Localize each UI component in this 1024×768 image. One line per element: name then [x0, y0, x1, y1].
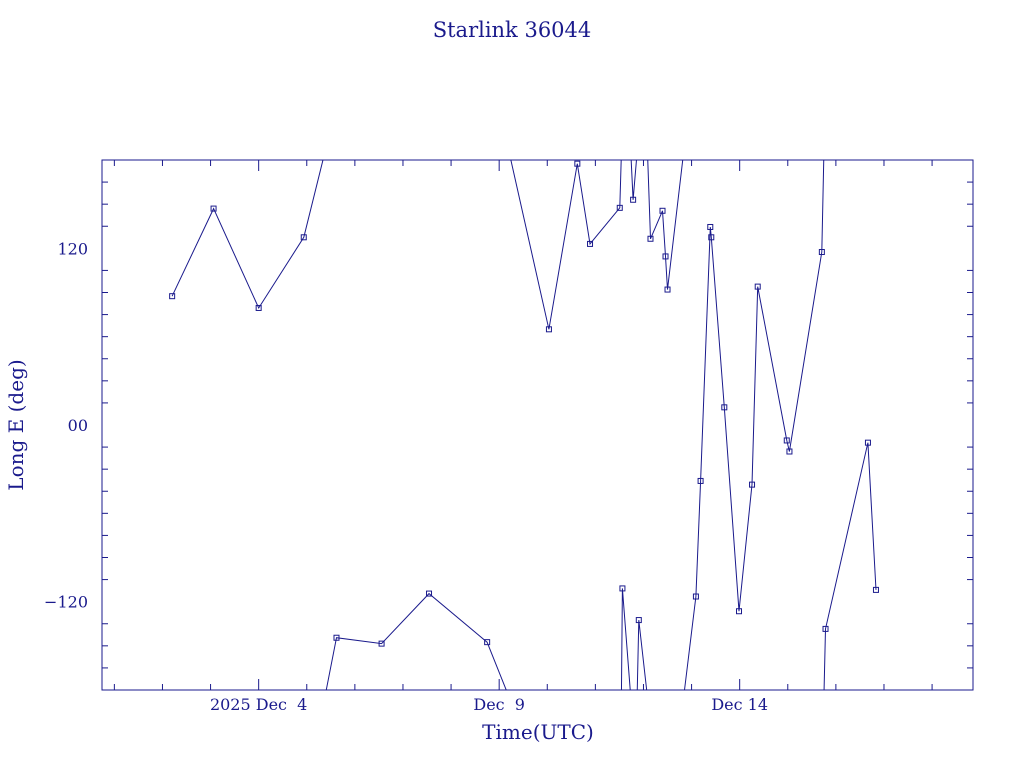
data-point: [783, 437, 790, 444]
data-point: [616, 204, 623, 211]
data-point: [574, 160, 581, 167]
data-point: [484, 639, 491, 646]
data-point: [749, 481, 756, 488]
series-line: [325, 592, 507, 690]
data-point: [664, 286, 671, 293]
data-point: [659, 207, 666, 214]
y-tick-label: 00: [68, 416, 88, 435]
series-line: [683, 160, 825, 690]
data-point: [255, 304, 262, 311]
series-line: [620, 588, 631, 690]
y-axis-label: Long E (deg): [4, 359, 28, 490]
data-point: [647, 235, 654, 242]
data-point: [721, 404, 728, 411]
data-point: [587, 240, 594, 247]
series-line: [823, 442, 877, 690]
y-tick-label: 120: [57, 239, 88, 258]
series-longitude: [169, 160, 879, 690]
x-axis-label: Time(UTC): [482, 720, 594, 744]
data-point: [708, 234, 715, 241]
data-point: [333, 634, 340, 641]
chart-title: Starlink 36044: [433, 18, 592, 42]
data-point: [736, 608, 743, 615]
data-point: [545, 326, 552, 333]
data-point: [300, 234, 307, 241]
data-point: [786, 448, 793, 455]
data-point: [872, 586, 879, 593]
x-tick-label: Dec 14: [711, 695, 768, 714]
series-line: [630, 160, 637, 200]
series-line: [636, 620, 648, 690]
plot-frame: [101, 159, 974, 691]
data-point: [697, 477, 704, 484]
data-point: [864, 439, 871, 446]
data-point: [707, 223, 714, 230]
data-point: [210, 205, 217, 212]
data-point: [818, 249, 825, 256]
tick-labels: 2025 Dec 4 Dec 9 Dec 14 120 00 −120: [44, 239, 768, 714]
data-point: [169, 293, 176, 300]
series-line: [647, 160, 684, 290]
data-point: [692, 593, 699, 600]
y-tick-label: −120: [44, 593, 88, 612]
data-point: [662, 253, 669, 260]
data-point: [630, 196, 637, 203]
data-point: [635, 617, 642, 624]
series-line: [510, 160, 622, 330]
x-tick-label: Dec 9: [473, 695, 525, 714]
axis-ticks: [102, 160, 973, 690]
data-point: [822, 625, 829, 632]
data-point: [426, 590, 433, 597]
data-point: [619, 585, 626, 592]
series-line: [171, 160, 324, 310]
data-point: [378, 640, 385, 647]
x-tick-label: 2025 Dec 4: [210, 695, 307, 714]
data-point: [754, 283, 761, 290]
